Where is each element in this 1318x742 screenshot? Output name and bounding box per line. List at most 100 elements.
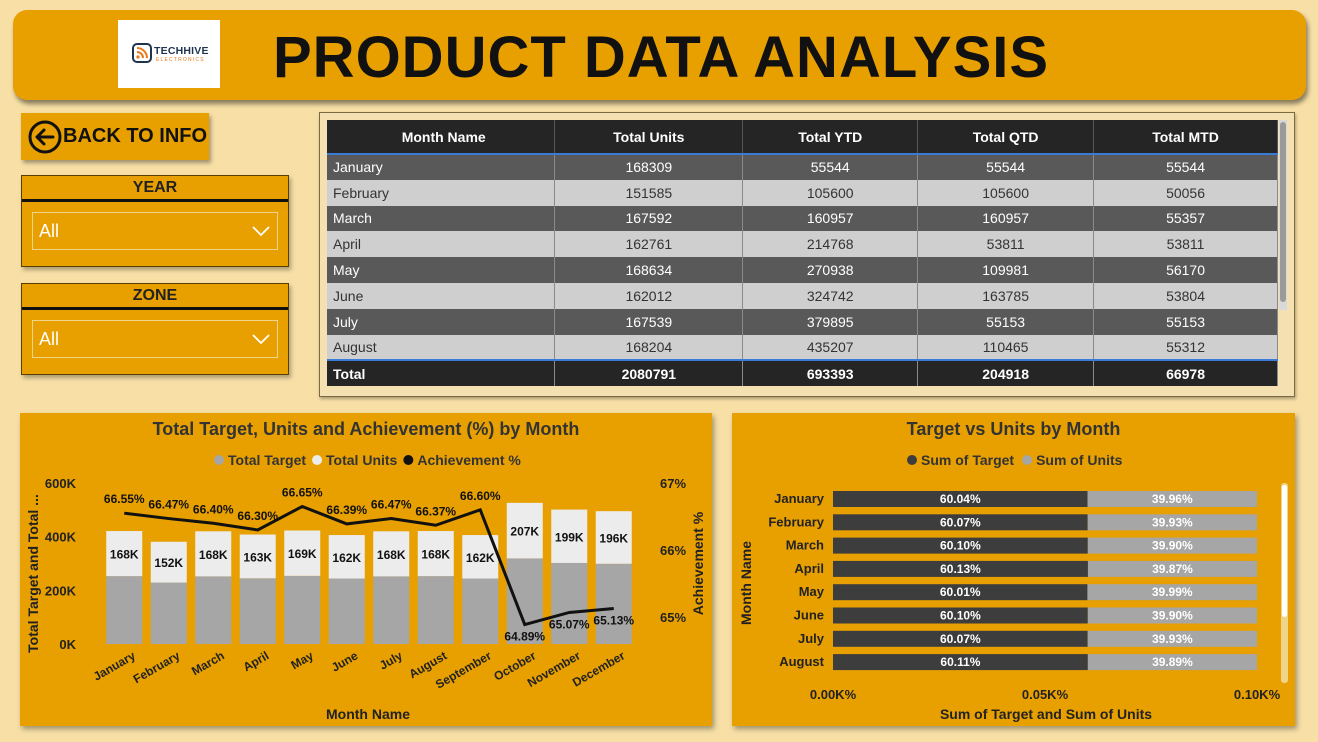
chevron-down-icon bbox=[252, 226, 270, 237]
table-cell: 162012 bbox=[554, 282, 744, 309]
units-data-label: 162K bbox=[332, 551, 361, 565]
table-cell: 163785 bbox=[917, 282, 1095, 309]
table-row[interactable]: January 168309 55544 55544 55544 bbox=[327, 154, 1278, 180]
units-bar bbox=[551, 509, 588, 563]
target-bar bbox=[595, 563, 632, 644]
achievement-data-label: 66.30% bbox=[237, 509, 278, 523]
zone-dropdown-value: All bbox=[39, 328, 60, 349]
table-cell: 270938 bbox=[742, 257, 919, 283]
table-cell: 56170 bbox=[1093, 257, 1278, 283]
units-data-label: 163K bbox=[243, 550, 272, 564]
achievement-line bbox=[124, 504, 614, 627]
table-cell: 379895 bbox=[742, 308, 919, 335]
year-dropdown[interactable]: All bbox=[32, 212, 278, 250]
table-row[interactable]: August 168204 435207 110465 55312 bbox=[327, 334, 1278, 361]
table-cell: 435207 bbox=[742, 334, 919, 361]
year-dropdown-value: All bbox=[39, 220, 60, 241]
table-scrollbar-thumb[interactable] bbox=[1280, 122, 1286, 302]
column-header[interactable]: Total MTD bbox=[1093, 120, 1278, 155]
units-data-label: 207K bbox=[510, 525, 539, 539]
x-tick-label: 0.05K% bbox=[1022, 687, 1069, 702]
target-bar bbox=[373, 576, 410, 644]
column-header[interactable]: Total QTD bbox=[917, 120, 1095, 155]
x-tick-label: March bbox=[189, 648, 227, 678]
table-row[interactable]: July 167539 379895 55153 55153 bbox=[327, 308, 1278, 335]
table-cell: 55312 bbox=[1093, 334, 1278, 361]
total-cell: 2080791 bbox=[554, 359, 744, 387]
legend-marker bbox=[312, 455, 323, 465]
monthly-totals-table-visual: Month Name Total Units Total YTD Total Q… bbox=[319, 112, 1295, 397]
table-cell: June bbox=[327, 282, 556, 309]
target-vs-units-chart-panel: Target vs Units by Month Sum of Target Su… bbox=[732, 413, 1295, 726]
column-header[interactable]: Month Name bbox=[327, 120, 556, 155]
y-tick-label: July bbox=[798, 631, 825, 646]
units-data-label: 162K bbox=[466, 551, 495, 565]
x-tick-label: May bbox=[289, 648, 316, 672]
total-cell: 204918 bbox=[917, 359, 1095, 387]
units-bar bbox=[106, 531, 143, 577]
y2-axis-title: Achievement % bbox=[690, 511, 706, 615]
legend-label: Sum of Target bbox=[921, 452, 1014, 468]
target-data-label: 60.13% bbox=[940, 562, 981, 576]
table-row[interactable]: February 151585 105600 105600 50056 bbox=[327, 179, 1278, 206]
table-row[interactable]: April 162761 214768 53811 53811 bbox=[327, 231, 1278, 258]
target-data-label: 60.04% bbox=[940, 492, 981, 506]
column-header[interactable]: Total YTD bbox=[742, 120, 919, 155]
table-cell: February bbox=[327, 179, 556, 206]
table-row[interactable]: May 168634 270938 109981 56170 bbox=[327, 257, 1278, 283]
table-cell: 168309 bbox=[554, 154, 744, 180]
table-cell: July bbox=[327, 308, 556, 335]
achievement-data-label: 66.55% bbox=[104, 492, 145, 506]
table-scrollbar[interactable] bbox=[1279, 120, 1287, 310]
table-cell: 167539 bbox=[554, 308, 744, 335]
monthly-totals-table: Month Name Total Units Total YTD Total Q… bbox=[327, 120, 1278, 387]
achievement-data-label: 66.60% bbox=[460, 489, 501, 503]
x-tick-label: February bbox=[131, 648, 183, 686]
combo-chart-title: Total Target, Units and Achievement (%) … bbox=[152, 419, 580, 439]
back-to-info-button[interactable]: BACK TO INFO bbox=[21, 113, 209, 160]
table-cell: 55153 bbox=[917, 308, 1095, 335]
achievement-data-label: 66.47% bbox=[148, 498, 189, 512]
chart-scrollbar-thumb bbox=[1282, 485, 1287, 617]
table-cell: 168634 bbox=[554, 257, 744, 283]
table-cell: 151585 bbox=[554, 179, 744, 206]
achievement-data-label: 66.47% bbox=[371, 498, 412, 512]
x-tick-label: June bbox=[329, 648, 361, 674]
units-bar bbox=[195, 531, 232, 577]
units-data-label: 39.96% bbox=[1152, 492, 1193, 506]
target-bar bbox=[462, 578, 499, 644]
target-data-label: 60.07% bbox=[940, 515, 981, 529]
target-bar-segment bbox=[833, 630, 1088, 647]
zone-dropdown[interactable]: All bbox=[32, 320, 278, 358]
legend-marker bbox=[1022, 455, 1033, 465]
target-bar bbox=[150, 582, 187, 644]
column-header[interactable]: Total Units bbox=[554, 120, 744, 155]
units-bar bbox=[417, 531, 454, 577]
achievement-data-label: 66.37% bbox=[415, 504, 456, 518]
table-row[interactable]: June 162012 324742 163785 53804 bbox=[327, 282, 1278, 309]
y-axis-title: Total Target and Total ... bbox=[25, 494, 41, 653]
stacked-chart-svg: Sum of Target Sum of Units January 60.04% 39… bbox=[738, 452, 1288, 722]
target-bar-segment bbox=[833, 537, 1088, 554]
target-bar-segment bbox=[833, 491, 1088, 507]
units-bar-segment bbox=[1087, 491, 1257, 507]
units-bar-segment bbox=[1087, 584, 1257, 601]
units-data-label: 199K bbox=[555, 530, 584, 544]
table-cell: 110465 bbox=[917, 334, 1095, 361]
table-cell: 53811 bbox=[917, 231, 1095, 258]
units-bar bbox=[284, 530, 321, 576]
units-bar bbox=[506, 502, 543, 559]
legend-label: Sum of Units bbox=[1036, 452, 1123, 468]
table-cell: April bbox=[327, 231, 556, 258]
target-bar bbox=[195, 576, 232, 644]
table-cell: January bbox=[327, 154, 556, 180]
units-data-label: 39.99% bbox=[1152, 585, 1193, 599]
total-cell: Total bbox=[327, 359, 556, 387]
table-row[interactable]: March 167592 160957 160957 55357 bbox=[327, 205, 1278, 232]
table-cell: 55544 bbox=[917, 154, 1095, 180]
target-data-label: 60.01% bbox=[940, 585, 981, 599]
units-data-label: 196K bbox=[599, 531, 628, 545]
units-data-label: 168K bbox=[421, 548, 450, 562]
units-bar-segment bbox=[1087, 537, 1257, 554]
table-cell: March bbox=[327, 205, 556, 232]
